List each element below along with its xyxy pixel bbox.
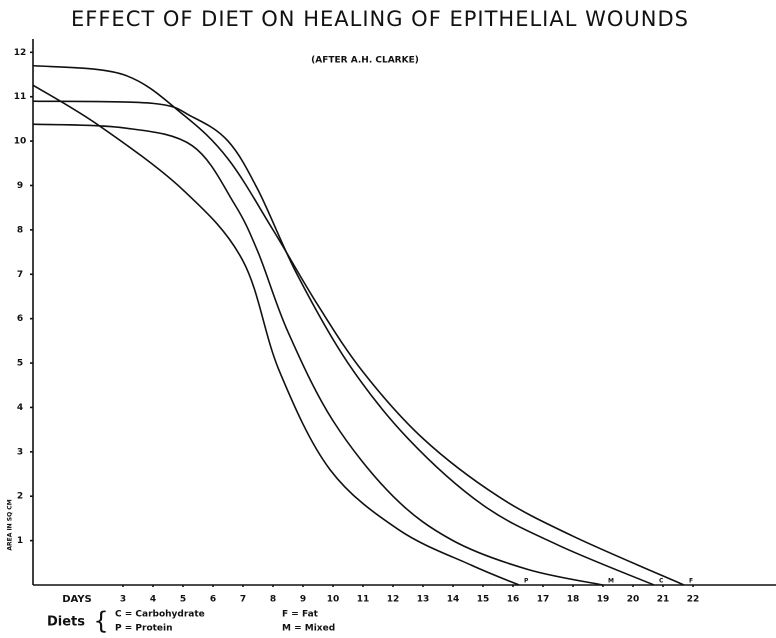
- series-label: C: [659, 578, 664, 585]
- x-tick-label: 4: [150, 595, 156, 605]
- line-series: [32, 100, 655, 586]
- x-tick-label: 13: [417, 595, 430, 605]
- line-series: [32, 84, 520, 586]
- y-tick-label: 2: [17, 492, 23, 502]
- y-tick-label: 4: [17, 403, 23, 413]
- x-tick-label: 12: [387, 595, 400, 605]
- x-tick-label: 16: [507, 595, 520, 605]
- series-label: M: [608, 578, 614, 585]
- y-tick-label: 3: [17, 447, 23, 457]
- legend-entry: F = Fat: [282, 610, 319, 620]
- legend-entry: M = Mixed: [282, 624, 335, 634]
- line-series: [32, 64, 685, 586]
- x-tick-label: 8: [270, 595, 276, 605]
- legend-brace: {: [93, 607, 108, 635]
- legend-title: Diets: [47, 615, 85, 630]
- x-tick-label: 15: [477, 595, 490, 605]
- x-tick-label: 7: [240, 595, 246, 605]
- x-tick-label: 19: [597, 595, 610, 605]
- y-tick-label: 7: [17, 270, 23, 280]
- series-label: F: [689, 578, 693, 585]
- x-tick-label: 3: [120, 595, 126, 605]
- y-tick-label: 5: [17, 359, 23, 369]
- y-tick-label: 9: [17, 181, 23, 191]
- x-tick-label: 10: [327, 595, 340, 605]
- legend-entry: C = Carbohydrate: [115, 610, 205, 620]
- x-tick-label: 21: [657, 595, 670, 605]
- x-tick-label: 6: [210, 595, 216, 605]
- series-label: P: [524, 578, 529, 585]
- x-tick-label: 22: [687, 595, 700, 605]
- x-tick-label: 20: [627, 595, 640, 605]
- y-tick-label: 12: [14, 48, 27, 58]
- x-tick-label: 14: [447, 595, 460, 605]
- y-axis-label: AREA IN SQ CM: [7, 499, 14, 550]
- line-series: [32, 123, 604, 586]
- x-tick-label: 17: [537, 595, 550, 605]
- x-tick-label: 9: [300, 595, 306, 605]
- x-axis-label: DAYS: [62, 594, 92, 605]
- x-tick-label: 18: [567, 595, 580, 605]
- y-tick-label: 6: [17, 314, 23, 324]
- legend-entry: P = Protein: [115, 624, 173, 634]
- chart-subtitle: (AFTER A.H. CLARKE): [311, 56, 419, 66]
- y-tick-label: 8: [17, 225, 23, 235]
- x-tick-label: 5: [180, 595, 186, 605]
- chart-title: EFFECT OF DIET ON HEALING OF EPITHELIAL …: [71, 7, 689, 31]
- y-tick-label: 10: [14, 137, 27, 147]
- x-tick-label: 11: [357, 595, 370, 605]
- y-tick-label: 1: [17, 536, 23, 546]
- y-tick-label: 11: [14, 92, 27, 102]
